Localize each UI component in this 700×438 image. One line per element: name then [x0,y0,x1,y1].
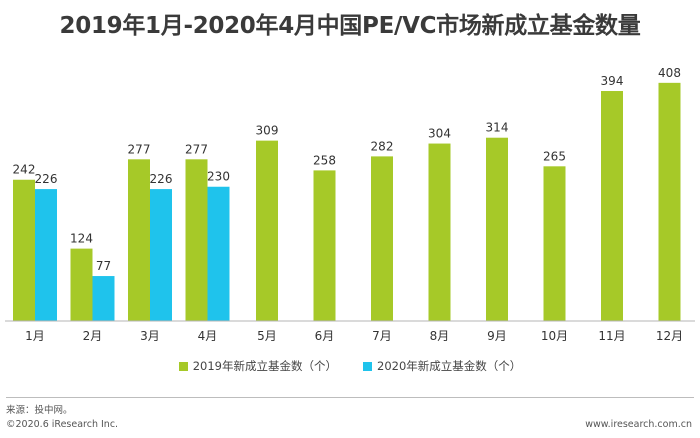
bar-2020-1 [35,189,57,321]
x-tick-label-1: 1月 [25,329,45,343]
value-label-2019-9: 314 [486,121,509,135]
legend-item-2020: 2020年新成立基金数（个） [363,358,521,374]
bars-layer [13,82,681,322]
bar-2019-5 [256,140,278,321]
legend-label-2019: 2019年新成立基金数（个） [192,359,337,373]
value-label-2019-5: 309 [256,124,279,138]
source-note: 来源：投中网。 [6,405,73,416]
footer-divider [6,397,694,398]
website: www.iresearch.com.cn [585,419,692,430]
value-label-2019-6: 258 [313,153,336,167]
value-label-2019-1: 242 [13,163,36,177]
value-label-2019-8: 304 [428,127,451,141]
bar-2019-10 [543,166,566,321]
x-tick-label-9: 9月 [487,329,507,343]
x-tick-label-5: 5月 [257,329,277,343]
x-tick-label-3: 3月 [140,329,160,343]
legend-swatch-2019 [178,361,188,371]
chart-title: 2019年1月-2020年4月中国PE/VC市场新成立基金数量 [59,13,641,39]
bar-2019-6 [313,170,336,321]
bar-2019-8 [428,143,451,321]
value-label-2019-4: 277 [185,142,208,156]
x-tick-label-6: 6月 [315,329,335,343]
value-label-2020-1: 226 [35,172,58,186]
value-label-2020-4: 230 [207,170,230,184]
bar-2019-9 [486,137,508,321]
value-label-2019-10: 265 [543,149,566,163]
x-tick-label-11: 11月 [598,329,625,343]
bar-2020-4 [207,186,230,321]
value-label-2019-2: 124 [70,232,93,246]
legend-label-2020: 2020年新成立基金数（个） [377,359,522,373]
value-label-2019-12: 408 [658,66,681,80]
bar-2020-3 [150,189,172,321]
x-tick-label-12: 12月 [656,329,683,343]
x-tick-label-10: 10月 [541,329,568,343]
x-tick-label-4: 4月 [198,329,218,343]
legend-swatch-2020 [363,361,372,371]
value-label-2019-7: 282 [371,139,394,153]
bar-2019-1 [13,179,35,321]
legend-item-2019: 2019年新成立基金数（个） [178,358,337,374]
copyright: ©2020.6 iResearch Inc. [6,419,119,430]
value-label-2019-11: 394 [601,74,624,88]
bar-2019-11 [601,91,623,322]
bar-2019-4 [185,159,208,321]
x-tick-label-7: 7月 [372,329,392,343]
bar-2020-2 [92,276,115,321]
value-label-2019-3: 277 [128,142,151,156]
value-label-2020-3: 226 [150,172,173,186]
x-ticks-layer: 1月 2月 3月 4月 5月 6月 7月 8月 9月 10月 11月 12月 [25,329,683,343]
bar-2019-12 [658,82,681,321]
bar-2019-7 [371,156,393,321]
legend: 2019年新成立基金数（个） 2020年新成立基金数（个） [0,358,700,374]
value-label-2020-2: 77 [96,259,111,273]
x-tick-label-8: 8月 [430,329,450,343]
bar-2019-2 [70,248,93,321]
x-tick-label-2: 2月 [83,329,103,343]
bar-2019-3 [128,159,150,321]
